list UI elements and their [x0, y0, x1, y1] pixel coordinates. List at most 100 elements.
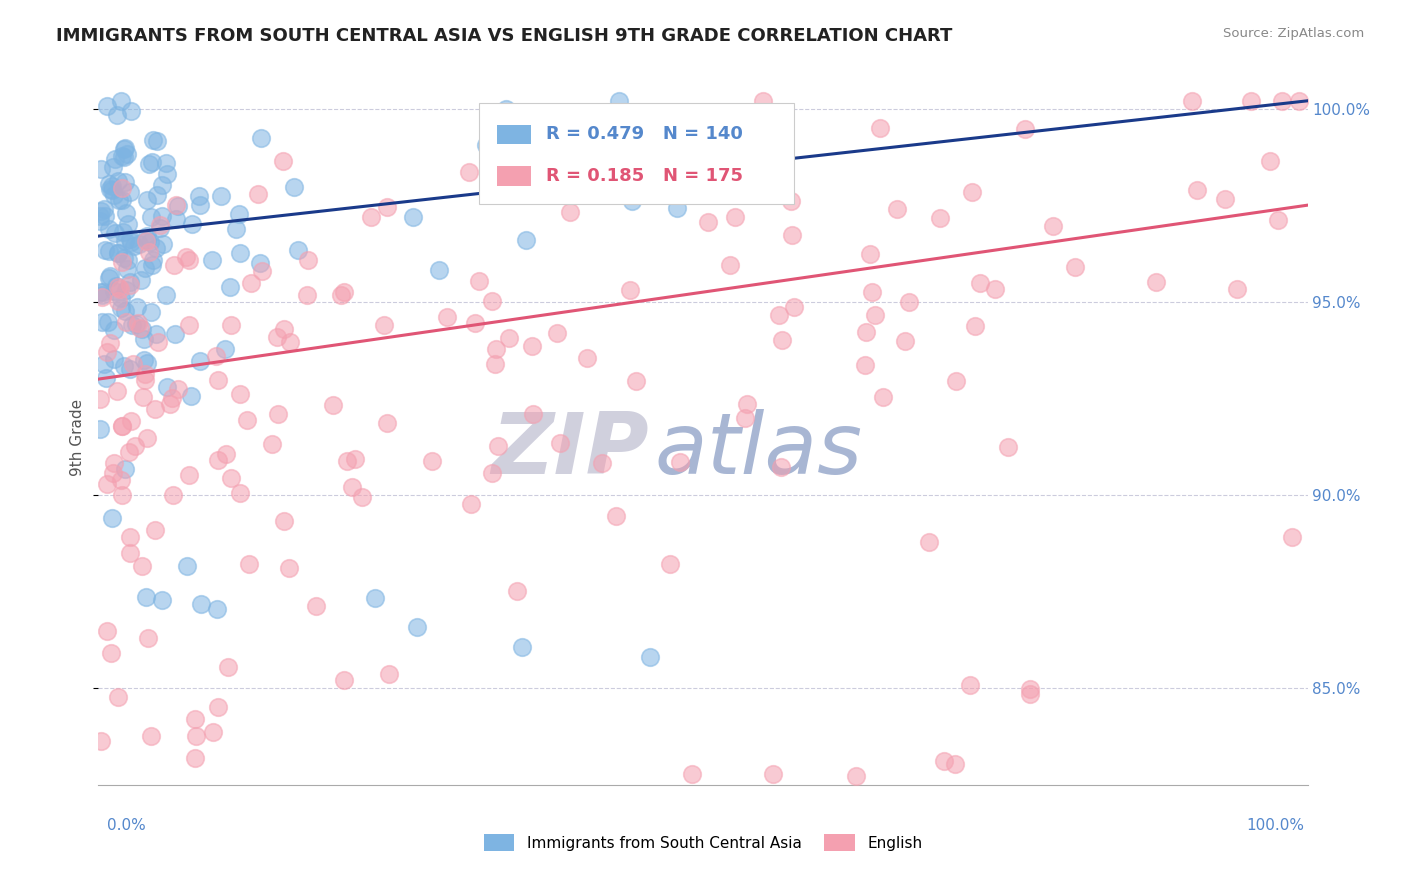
Point	[180, 389, 202, 403]
Point	[89, 285, 111, 300]
Point	[114, 141, 136, 155]
Point	[96, 344, 118, 359]
Point	[780, 194, 803, 208]
Point	[101, 511, 124, 525]
Point	[156, 380, 179, 394]
Point	[782, 228, 804, 243]
Point	[117, 217, 139, 231]
Point	[271, 153, 294, 168]
Point	[103, 323, 125, 337]
Point	[115, 261, 138, 276]
Point	[131, 558, 153, 573]
Point	[997, 440, 1019, 454]
Point	[107, 246, 129, 260]
Point	[863, 308, 886, 322]
Point	[136, 632, 159, 646]
Point	[111, 419, 134, 434]
Point	[105, 384, 128, 399]
Point	[94, 244, 117, 258]
Point	[118, 530, 141, 544]
Point	[136, 193, 159, 207]
Point	[1144, 275, 1167, 289]
Point	[94, 371, 117, 385]
Point	[103, 284, 125, 298]
Point	[620, 194, 643, 208]
Point	[110, 301, 132, 315]
Text: IMMIGRANTS FROM SOUTH CENTRAL ASIA VS ENGLISH 9TH GRADE CORRELATION CHART: IMMIGRANTS FROM SOUTH CENTRAL ASIA VS EN…	[56, 27, 953, 45]
Point	[155, 287, 177, 301]
Point	[375, 417, 398, 431]
Point	[364, 591, 387, 606]
Point	[93, 358, 115, 372]
Point	[179, 253, 201, 268]
Point	[112, 142, 135, 156]
Point	[105, 279, 128, 293]
Bar	[498, 167, 531, 186]
Point	[111, 180, 134, 194]
Point	[107, 246, 129, 260]
Point	[156, 167, 179, 181]
Point	[100, 646, 122, 660]
Point	[917, 534, 939, 549]
Point	[104, 152, 127, 166]
Point	[125, 317, 148, 331]
Point	[485, 342, 508, 356]
Point	[770, 334, 793, 348]
Point	[103, 188, 125, 202]
Point	[246, 187, 269, 202]
Point	[100, 183, 122, 197]
Point	[266, 330, 288, 344]
Point	[239, 276, 262, 290]
Point	[134, 373, 156, 387]
Point	[115, 146, 138, 161]
Point	[420, 453, 443, 467]
Legend: Immigrants from South Central Asia, English: Immigrants from South Central Asia, Engl…	[478, 828, 928, 857]
Point	[963, 319, 986, 334]
Point	[146, 334, 169, 349]
Point	[89, 734, 111, 748]
Text: atlas: atlas	[655, 409, 863, 492]
Point	[121, 318, 143, 333]
Point	[378, 666, 401, 681]
Point	[427, 263, 450, 277]
Point	[127, 316, 149, 330]
Point	[515, 233, 537, 247]
Point	[546, 326, 568, 341]
Point	[201, 725, 224, 739]
Point	[464, 316, 486, 330]
Point	[1226, 283, 1249, 297]
Point	[111, 194, 134, 208]
Point	[205, 349, 228, 363]
FancyBboxPatch shape	[479, 103, 793, 204]
Text: ZIP: ZIP	[491, 409, 648, 492]
Point	[205, 601, 228, 615]
Point	[160, 391, 183, 405]
Point	[486, 439, 509, 453]
Point	[607, 94, 630, 108]
Point	[297, 287, 319, 301]
Point	[101, 179, 124, 194]
Point	[91, 290, 114, 304]
Point	[90, 161, 112, 176]
Point	[115, 283, 138, 297]
Point	[1271, 94, 1294, 108]
Point	[734, 411, 756, 425]
Point	[644, 154, 666, 169]
Point	[855, 325, 877, 339]
Point	[141, 305, 163, 319]
Point	[783, 301, 806, 315]
Point	[481, 294, 503, 309]
Point	[335, 454, 357, 468]
Point	[207, 373, 229, 387]
Point	[373, 318, 395, 333]
Point	[277, 560, 299, 574]
Y-axis label: 9th Grade: 9th Grade	[70, 399, 86, 475]
Point	[107, 690, 129, 704]
Point	[128, 237, 150, 252]
Point	[127, 300, 149, 314]
Point	[267, 407, 290, 421]
Point	[142, 252, 165, 267]
Point	[112, 252, 135, 266]
Point	[104, 226, 127, 240]
Point	[136, 233, 159, 247]
